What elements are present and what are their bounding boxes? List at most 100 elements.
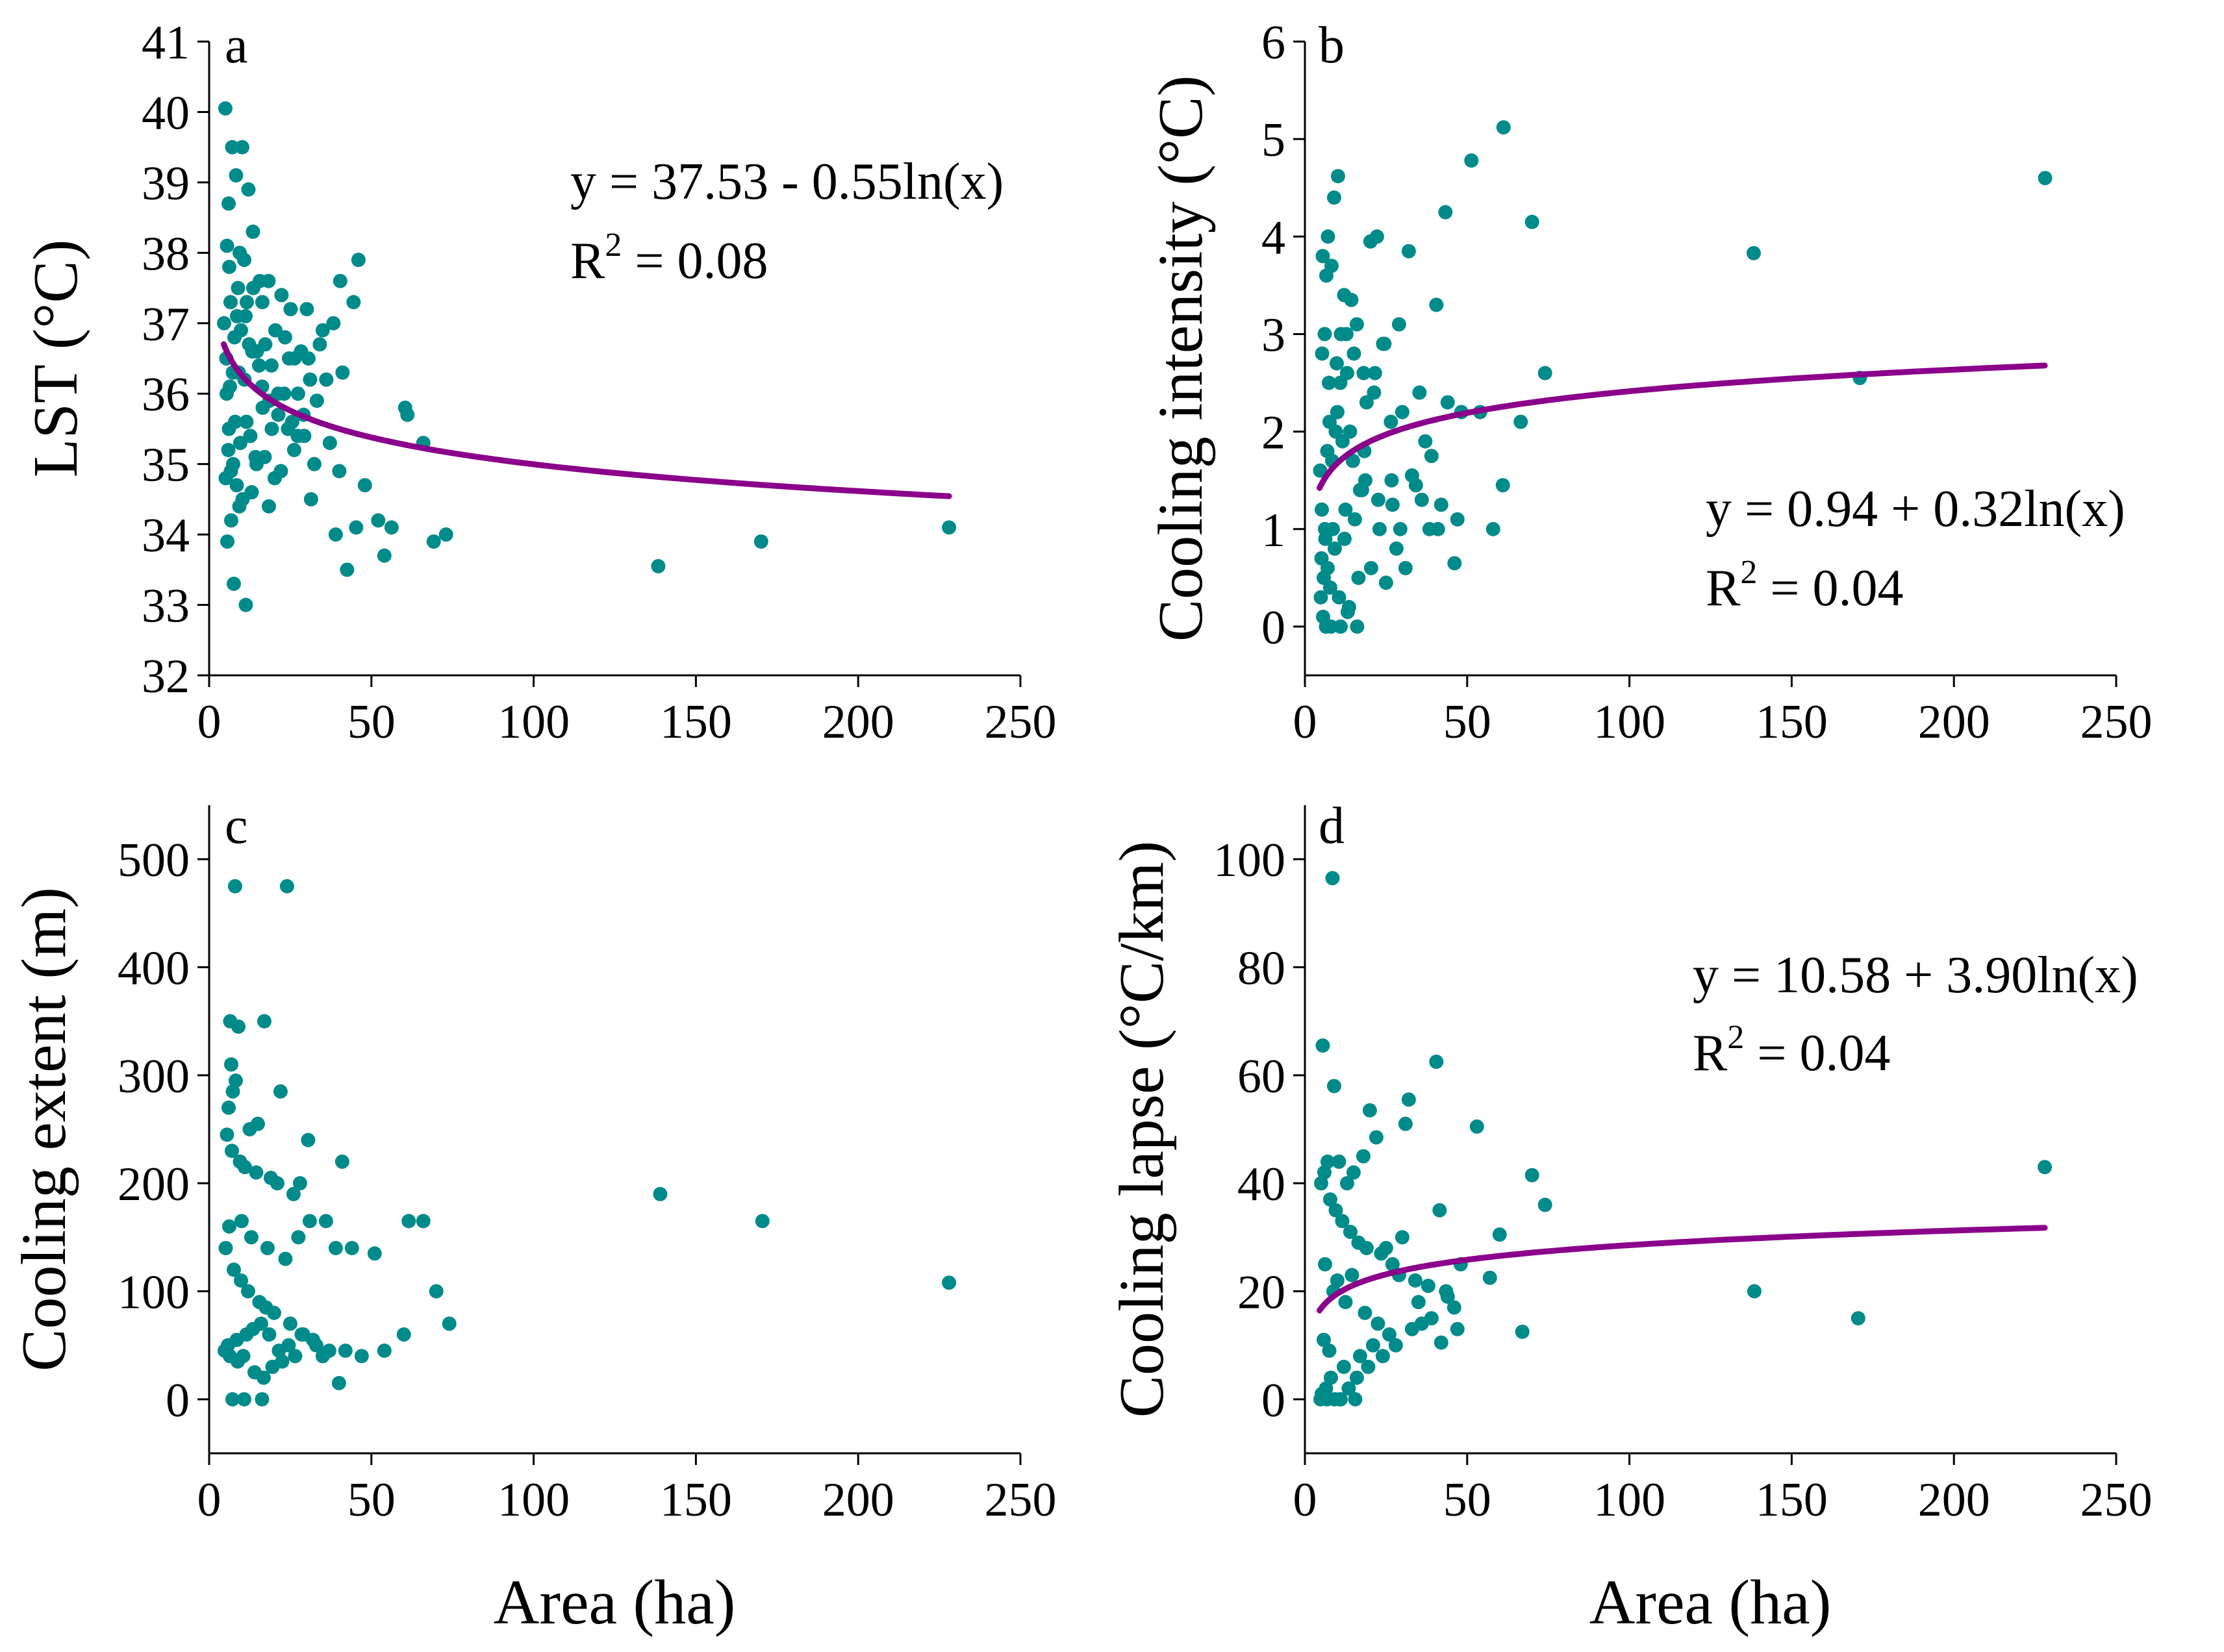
- data-point: [1401, 244, 1416, 258]
- y-tick-label: 200: [118, 1158, 190, 1211]
- panel-letter: a: [225, 17, 248, 74]
- data-point: [218, 101, 233, 116]
- data-point: [223, 1057, 238, 1072]
- data-point: [287, 351, 302, 366]
- data-point: [1349, 317, 1364, 332]
- data-point: [1313, 1176, 1328, 1191]
- y-tick-label: 32: [142, 650, 190, 703]
- data-point: [1316, 1333, 1331, 1347]
- data-point: [1369, 1130, 1384, 1145]
- data-point: [1434, 1335, 1448, 1350]
- data-point: [1371, 492, 1385, 507]
- data-point: [1365, 1338, 1380, 1353]
- data-point: [1485, 521, 1500, 536]
- data-point: [1369, 229, 1384, 244]
- data-point: [1317, 1165, 1332, 1180]
- data-point: [333, 273, 348, 288]
- data-point: [227, 879, 242, 894]
- data-point: [1322, 580, 1337, 595]
- y-tick-label: 37: [142, 298, 190, 351]
- data-point: [239, 295, 254, 310]
- data-point: [261, 273, 276, 288]
- x-tick-label: 100: [498, 695, 570, 749]
- data-point: [1338, 1295, 1353, 1310]
- y-tick-label: 36: [142, 368, 190, 421]
- data-point: [1320, 229, 1335, 244]
- data-point: [294, 1327, 309, 1342]
- data-point: [1440, 395, 1455, 410]
- data-point: [256, 1370, 271, 1385]
- panel-a-chart: 0 50 100 150 200 250 32 33 34 35 36 37 38 39 40 41 LST (…: [21, 16, 1057, 749]
- data-point: [401, 1214, 416, 1229]
- data-point: [1418, 434, 1433, 449]
- data-point: [1404, 1321, 1419, 1336]
- data-point: [229, 308, 244, 323]
- x-tick-label: 250: [2080, 1473, 2153, 1527]
- data-point: [1335, 434, 1350, 449]
- data-point: [1513, 414, 1528, 429]
- data-point: [1421, 1279, 1435, 1294]
- panel-b-chart: 0 50 100 150 200 250 0 1 2 3 4 5 6 Cooling intensity …: [1146, 16, 2153, 749]
- data-point: [1391, 317, 1406, 332]
- fit-equation: y = 10.58 + 3.90ln(x): [1693, 947, 2138, 1004]
- data-point: [236, 1349, 251, 1364]
- data-point: [1340, 605, 1355, 620]
- data-point: [1313, 463, 1328, 478]
- data-point: [1447, 556, 1462, 571]
- data-point: [1537, 366, 1552, 381]
- data-point: [346, 295, 361, 310]
- data-point: [1315, 249, 1330, 264]
- data-point: [357, 478, 372, 493]
- data-point: [1429, 1055, 1444, 1070]
- data-point: [1346, 1165, 1361, 1180]
- data-point: [1482, 1270, 1497, 1285]
- data-point: [277, 386, 292, 401]
- data-point: [1332, 1392, 1347, 1407]
- data-point: [225, 140, 240, 155]
- y-tick-label: 38: [142, 227, 190, 281]
- data-point: [1349, 1370, 1364, 1385]
- data-point: [318, 1214, 333, 1229]
- data-point: [242, 337, 257, 352]
- panel-d-chart: 0 50 100 150 200 250 0 20 40 60 80 100 Cooling lapse…: [1107, 797, 2153, 1638]
- data-point: [1359, 395, 1374, 410]
- x-tick-label: 50: [1443, 695, 1491, 749]
- data-point: [1376, 336, 1391, 351]
- data-point: [241, 182, 256, 197]
- data-point: [315, 323, 330, 338]
- data-point: [1359, 1240, 1374, 1255]
- fit-curve: [1317, 1225, 2048, 1314]
- data-point: [1333, 375, 1348, 390]
- data-point: [371, 513, 386, 528]
- data-point: [349, 520, 364, 535]
- data-point: [239, 414, 254, 429]
- data-point: [1524, 214, 1539, 229]
- data-point: [228, 1073, 243, 1088]
- data-point: [1375, 1349, 1390, 1364]
- data-point: [1395, 1230, 1409, 1245]
- data-point: [226, 1262, 241, 1277]
- x-tick-label: 250: [985, 1473, 1057, 1527]
- data-point: [231, 1019, 246, 1034]
- data-point: [1320, 1154, 1335, 1169]
- data-point: [1496, 120, 1511, 135]
- data-point: [1327, 541, 1342, 556]
- data-point: [1322, 1192, 1337, 1207]
- data-point: [328, 1240, 343, 1255]
- data-point: [1524, 1168, 1539, 1183]
- fit-curve: [221, 341, 952, 499]
- r-squared: R2 = 0.04: [1706, 554, 1903, 617]
- data-point: [224, 1144, 239, 1158]
- x-tick-label: 50: [348, 695, 396, 749]
- data-point: [1343, 424, 1358, 439]
- data-point: [1337, 531, 1352, 546]
- data-point: [257, 449, 272, 464]
- x-tick-label: 150: [660, 1473, 732, 1527]
- data-point: [1747, 1284, 1762, 1299]
- data-point: [319, 372, 334, 387]
- data-point: [1450, 1321, 1465, 1336]
- data-point: [1356, 366, 1371, 381]
- data-point: [266, 1305, 281, 1320]
- data-point: [354, 1349, 369, 1364]
- data-point: [223, 513, 238, 528]
